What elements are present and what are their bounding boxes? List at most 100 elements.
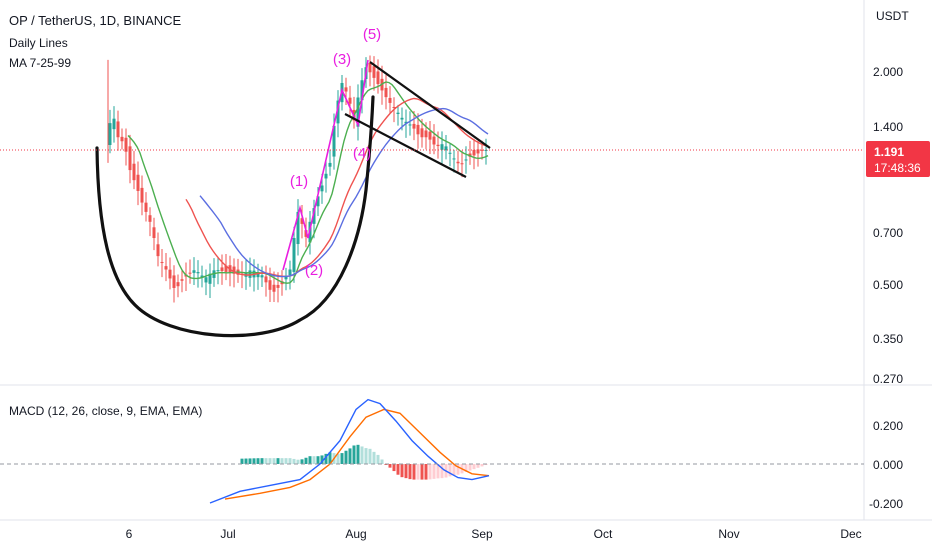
indicator-daily-lines[interactable]: Daily Lines: [9, 36, 68, 50]
candle-body: [152, 227, 156, 239]
candle-body: [208, 273, 212, 284]
macd-histogram-bar: [336, 453, 340, 464]
candle-body: [296, 211, 300, 245]
macd-histogram-bar: [244, 458, 248, 464]
candle-body: [232, 266, 236, 274]
macd-line: [209, 398, 490, 504]
price-tick: 0.350: [873, 332, 903, 346]
candle-body: [160, 262, 164, 264]
ma-99-line: [199, 107, 489, 278]
macd-histogram-bar: [472, 464, 476, 470]
candle-body: [476, 149, 480, 154]
macd-histogram-bar: [392, 464, 396, 472]
candle-body: [460, 163, 464, 165]
wave-label-2[interactable]: (2): [305, 262, 323, 279]
candle-body: [444, 146, 448, 151]
macd-histogram-bar: [368, 448, 372, 464]
candle-body: [128, 146, 132, 171]
candle-body: [132, 163, 136, 181]
price-tick: 0.500: [873, 278, 903, 292]
macd-histogram-bar: [464, 464, 468, 472]
candle-body: [428, 131, 432, 140]
indicator-ma[interactable]: MA 7-25-99: [9, 56, 71, 70]
wave-label-5[interactable]: (5): [363, 26, 381, 43]
candle-body: [140, 187, 144, 203]
candle-body: [324, 173, 328, 179]
time-tick: Oct: [594, 527, 613, 541]
candle-body: [348, 97, 352, 104]
ma-7-line: [127, 81, 489, 284]
wave-label-4[interactable]: (4): [353, 145, 371, 162]
candle-body: [180, 279, 184, 281]
time-tick: Nov: [718, 527, 739, 541]
candle-body: [416, 124, 420, 135]
candle-body: [196, 272, 200, 274]
macd-histogram-bar: [328, 452, 332, 464]
macd-histogram-bar: [372, 451, 376, 464]
candle-body: [264, 276, 268, 283]
candle-body: [448, 152, 452, 154]
candle-body: [480, 149, 484, 151]
candle-body: [292, 238, 296, 272]
candle-body: [164, 266, 168, 270]
candle-body: [452, 158, 456, 160]
price-tick: 0.700: [873, 226, 903, 240]
macd-histogram-bar: [360, 446, 364, 464]
macd-histogram-bar: [396, 464, 400, 475]
macd-histogram-bar: [364, 448, 368, 464]
macd-histogram-bar: [476, 464, 480, 468]
candle-body: [412, 123, 416, 129]
macd-histogram-bar: [320, 455, 324, 464]
candle-body: [220, 267, 224, 272]
price-tick: 0.270: [873, 372, 903, 386]
macd-histogram-bar: [288, 458, 292, 464]
candle-body: [392, 106, 396, 108]
candle-body: [144, 202, 148, 212]
macd-histogram-bar: [248, 458, 252, 464]
candle-body: [464, 159, 468, 161]
candle-body: [192, 270, 196, 273]
macd-histogram-bar: [352, 445, 356, 464]
candle-body: [420, 128, 424, 138]
candle-body: [248, 270, 252, 278]
candle-body: [156, 244, 160, 257]
macd-histogram-bar: [456, 464, 460, 475]
price-tick: 2.000: [873, 65, 903, 79]
candle-body: [436, 144, 440, 147]
macd-layer: [209, 398, 490, 504]
candle-body: [200, 275, 204, 278]
candle-body: [176, 282, 180, 287]
price-tick: 1.400: [873, 120, 903, 134]
time-tick: Jul: [220, 527, 235, 541]
candle-body: [188, 272, 192, 274]
drawings-layer[interactable]: [95, 59, 491, 338]
candle-body: [332, 125, 336, 157]
macd-histogram-bar: [348, 448, 352, 464]
candle-body: [216, 270, 220, 272]
macd-histogram-bar: [260, 458, 264, 464]
last-price-value: 1.191: [874, 145, 904, 159]
candle-body: [108, 123, 112, 145]
macd-histogram-bar: [404, 464, 408, 479]
candle-body: [404, 121, 408, 124]
candle-body: [148, 215, 152, 222]
macd-histogram-bar: [440, 464, 444, 479]
candle-body: [384, 87, 388, 98]
candle-body: [388, 97, 392, 103]
macd-histogram-bar: [324, 453, 328, 464]
symbol-title[interactable]: OP / TetherUS, 1D, BINANCE: [9, 13, 182, 28]
wave-label-3[interactable]: (3): [333, 51, 351, 68]
candle-body: [372, 66, 376, 78]
wave-label-1[interactable]: (1): [290, 173, 308, 190]
candle-body: [168, 269, 172, 279]
macd-label[interactable]: MACD (12, 26, close, 9, EMA, EMA): [9, 404, 202, 418]
cup-drawing: [95, 95, 375, 338]
macd-histogram-bar: [316, 456, 320, 464]
candle-body: [284, 276, 288, 280]
candle-body: [224, 265, 228, 272]
macd-histogram-bar: [276, 458, 280, 464]
macd-histogram-bar: [300, 459, 304, 464]
macd-histogram-bar: [256, 458, 260, 464]
